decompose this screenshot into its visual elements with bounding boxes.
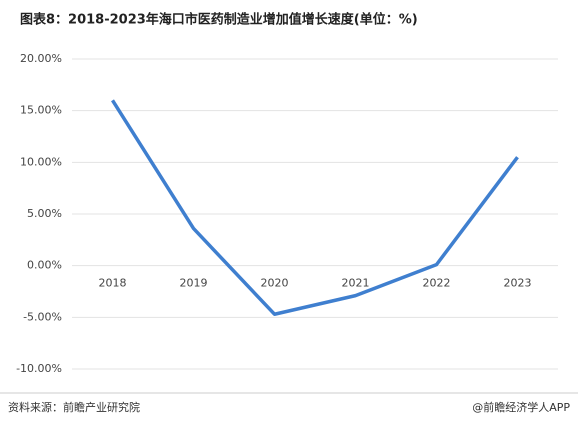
x-tick-label: 2020 <box>261 277 289 290</box>
source: 资料来源：前瞻产业研究院 <box>8 400 140 414</box>
line-series <box>111 99 519 316</box>
y-tick-label: 10.00% <box>20 155 62 168</box>
x-tick-label: 2019 <box>180 277 208 290</box>
x-tick-label: 2018 <box>99 277 127 290</box>
y-tick-label: 0.00% <box>27 259 62 272</box>
credit: @前瞻经济学人APP <box>472 400 570 414</box>
y-tick-label: -5.00% <box>23 310 62 323</box>
y-tick-label: 5.00% <box>27 207 62 220</box>
x-tick-label: 2021 <box>342 277 370 290</box>
chart-title: 图表8：2018-2023年海口市医药制造业增加值增长速度(单位：%) <box>20 12 418 28</box>
y-tick-label: 20.00% <box>20 52 62 65</box>
y-tick-label: -10.00% <box>16 362 62 375</box>
y-tick-label: 15.00% <box>20 104 62 117</box>
x-tick-label: 2023 <box>504 277 532 290</box>
x-tick-label: 2022 <box>423 277 451 290</box>
